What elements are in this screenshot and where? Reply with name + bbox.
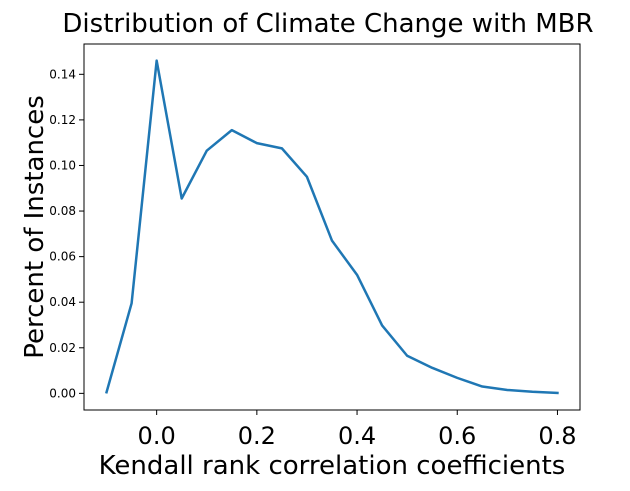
x-tick-label: 0.0 [138, 422, 176, 450]
x-tick-label: 0.4 [338, 422, 376, 450]
x-tick-label: 0.2 [238, 422, 276, 450]
chart-title: Distribution of Climate Change with MBR [62, 9, 593, 39]
data-line [105, 59, 559, 395]
y-tick-label: 0.08 [49, 204, 76, 218]
x-tick-label: 0.8 [538, 422, 576, 450]
y-tick-label: 0.14 [49, 67, 76, 81]
y-tick-label: 0.00 [49, 386, 76, 400]
y-tick-label: 0.02 [49, 341, 76, 355]
x-axis-label: Kendall rank correlation coefficients [99, 451, 566, 481]
plot-area: 0.00 0.02 0.04 0.06 0.08 0.10 0.12 0.14 0.0 0.2 0.… [49, 43, 581, 450]
y-axis-label: Percent of Instances [20, 95, 50, 359]
y-tick-label: 0.12 [49, 113, 76, 127]
x-tick-label: 0.6 [438, 422, 476, 450]
y-tick-label: 0.10 [49, 158, 76, 172]
plot-frame [83, 43, 581, 411]
y-tick-label: 0.04 [49, 295, 76, 309]
y-tick-label: 0.06 [49, 250, 76, 264]
